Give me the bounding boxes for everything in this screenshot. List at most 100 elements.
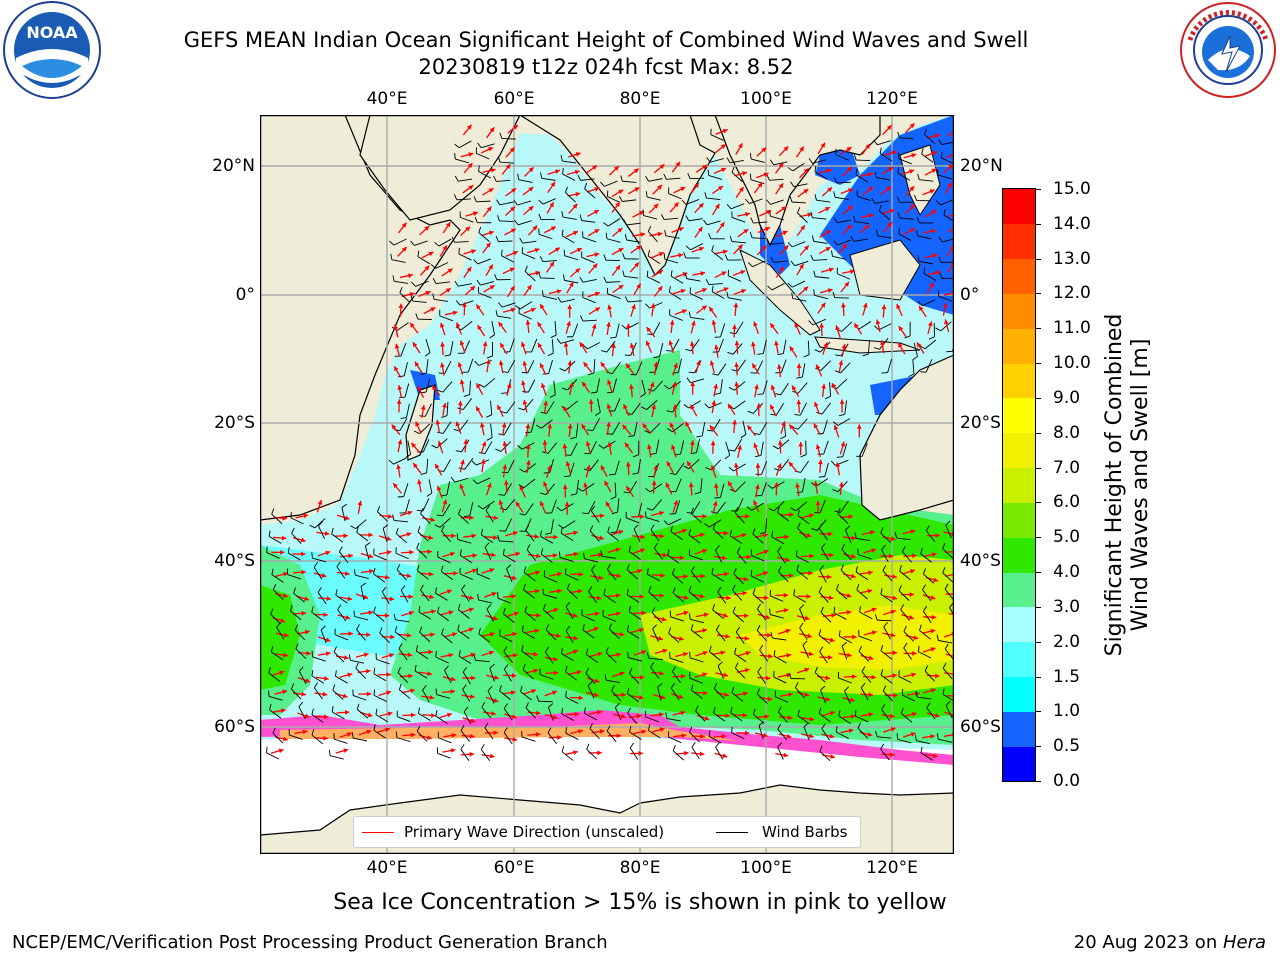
wind-barb: [412, 300, 427, 303]
wind-barb-flag: [472, 479, 478, 485]
wind-barb: [311, 675, 325, 684]
lon-tick-top-5: 120°E: [866, 89, 918, 109]
wind-barb: [548, 359, 553, 374]
wind-barb: [268, 695, 283, 701]
wave-arrow-head: [777, 364, 782, 369]
wind-barb-flag: [641, 406, 647, 411]
wave-arrow-head: [500, 342, 505, 348]
wave-arrow-head: [723, 530, 729, 536]
wind-barb: [271, 651, 284, 661]
wind-barb: [584, 188, 596, 199]
wind-barb-flag: [269, 703, 272, 711]
wind-barb: [562, 160, 577, 164]
wind-barb-flag: [477, 505, 484, 510]
wind-barb-flag: [688, 528, 692, 535]
wave-arrow-head: [567, 424, 573, 429]
wind-barb: [836, 181, 851, 184]
wind-barb: [793, 594, 807, 603]
wave-arrow-head: [856, 424, 862, 429]
svg-text:NOAA: NOAA: [26, 23, 78, 42]
wave-arrow-head: [746, 554, 752, 560]
wind-barb: [855, 571, 869, 581]
wind-barb: [837, 239, 851, 246]
wind-barb: [441, 633, 453, 644]
wind-barb: [691, 513, 703, 524]
wind-barb: [709, 651, 721, 661]
wave-arrow-head: [691, 320, 696, 326]
wind-barb: [729, 160, 744, 164]
wave-arrow-head: [892, 595, 898, 601]
wind-barb-flag: [503, 727, 508, 733]
wind-barb-flag: [707, 169, 710, 176]
wave-arrow-head: [864, 224, 870, 230]
wave-arrow-head: [614, 166, 619, 171]
wave-arrow-head: [678, 636, 684, 641]
wind-barb: [459, 300, 474, 306]
wind-barb: [688, 591, 701, 601]
wave-arrow-head: [440, 362, 445, 368]
wind-barb-flag: [745, 198, 750, 204]
wave-arrow-head: [431, 609, 436, 615]
wave-direction-label: Primary Wave Direction (unscaled): [404, 823, 665, 841]
wind-barb-flag: [789, 196, 793, 203]
wind-barb-flag: [313, 562, 318, 568]
wind-barb-flag: [685, 349, 692, 352]
wind-barb: [650, 667, 660, 679]
wind-barb: [627, 712, 638, 725]
wind-barb: [589, 459, 599, 472]
wind-barb: [731, 172, 743, 183]
wind-barb-flag: [917, 173, 920, 180]
wind-barb-flag: [311, 669, 314, 677]
wind-barb: [812, 318, 826, 326]
wind-barb-flag: [879, 147, 882, 154]
wave-arrow-head: [722, 753, 728, 759]
wind-barb: [622, 199, 637, 202]
wind-barb-flag: [622, 270, 625, 277]
wind-barb: [373, 729, 386, 739]
wind-barb: [667, 554, 680, 564]
wind-barb-flag: [670, 270, 673, 277]
wind-barb-flag: [711, 568, 714, 575]
wind-barb-flag: [881, 372, 888, 374]
wind-barb-flag: [584, 707, 586, 714]
wind-barb-flag: [778, 566, 782, 572]
wind-barb-flag: [497, 302, 503, 308]
wave-arrow-head: [626, 323, 631, 329]
wind-barb: [711, 250, 724, 261]
wind-barb-flag: [935, 200, 941, 206]
wave-arrow-head: [343, 655, 349, 660]
wave-arrow-head: [821, 383, 827, 389]
wind-barb: [580, 178, 595, 181]
wave-arrow-head: [850, 714, 856, 719]
wave-arrow-head: [406, 573, 412, 579]
wind-barb: [691, 746, 700, 760]
wave-arrow-head: [384, 574, 390, 580]
wind-barb-flag: [855, 168, 858, 175]
wave-arrow-head: [826, 168, 832, 174]
wave-arrow-head: [658, 712, 664, 717]
wind-barb: [666, 718, 681, 722]
wind-barb-flag: [640, 393, 646, 398]
colorbar-tick: [1035, 746, 1041, 748]
lat-tick-left-1: 20°N: [212, 156, 255, 176]
wave-arrow-head: [638, 694, 644, 700]
wind-barb: [942, 572, 954, 583]
wave-arrow-head: [578, 695, 584, 701]
wind-barb-flag: [295, 643, 299, 650]
wind-barb: [563, 520, 576, 529]
wind-barb-flag: [666, 349, 673, 352]
wind-barb-flag: [726, 157, 731, 163]
wind-barb: [725, 441, 731, 456]
wind-barb-flag: [647, 249, 650, 256]
wind-barb: [444, 360, 452, 374]
wind-barb: [757, 693, 768, 704]
wind-barb-flag: [501, 471, 508, 474]
wave-arrow-head: [829, 710, 835, 716]
wind-barb-flag: [453, 194, 458, 200]
wave-arrow-head: [575, 152, 581, 157]
wind-barb-flag: [897, 131, 900, 138]
wind-barb: [757, 671, 766, 684]
wind-barb-flag: [734, 507, 739, 513]
wind-barb: [765, 518, 768, 533]
colorbar-tick: [1035, 606, 1041, 608]
